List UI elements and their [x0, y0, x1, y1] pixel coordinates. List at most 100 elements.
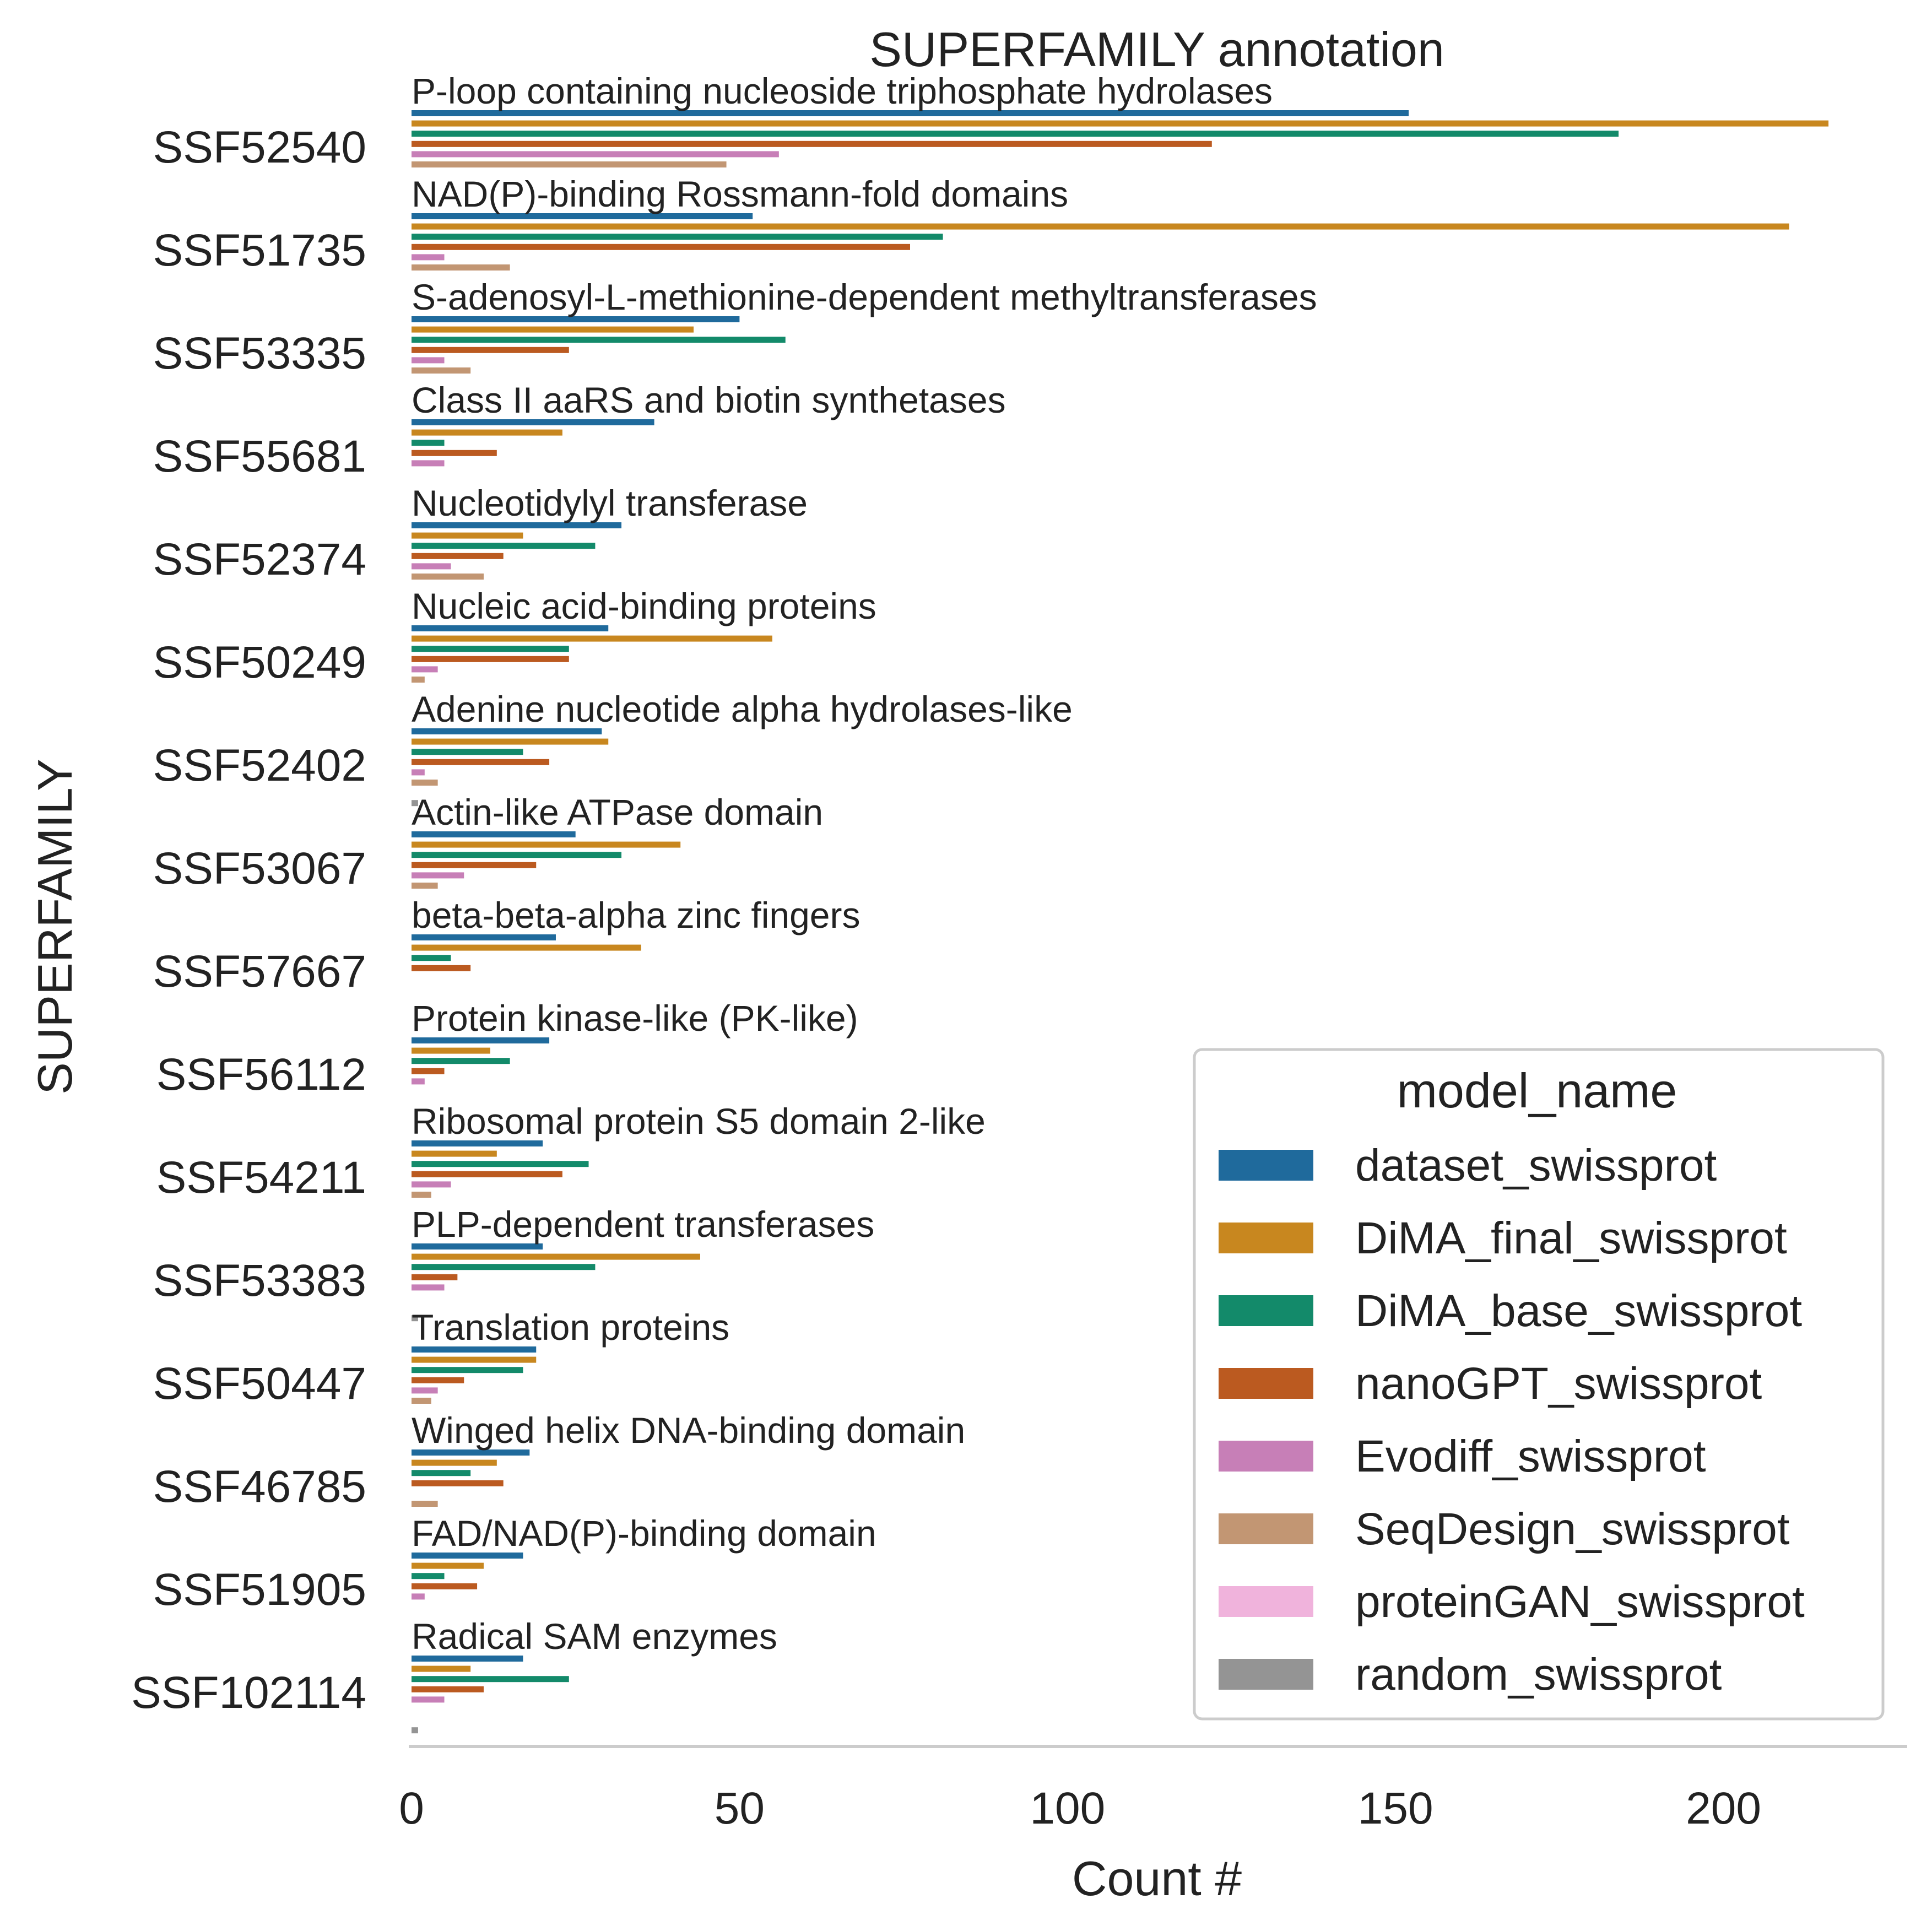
y-tick-label: SSF53335	[153, 328, 367, 378]
bar-DiMA_final_swissprot-SSF51735	[412, 223, 1789, 230]
legend: model_name dataset_swissprot DiMA_final_s…	[1193, 1048, 1885, 1721]
bar-Evodiff_swissprot-SSF50249	[412, 666, 438, 673]
bar-DiMA_final_swissprot-SSF50447	[412, 1356, 537, 1363]
y-tick-label: SSF53383	[153, 1256, 367, 1306]
annotation-label: Protein kinase-like (PK-like)	[412, 998, 858, 1038]
bar-DiMA_base_swissprot-SSF53335	[412, 337, 786, 343]
bar-dataset_swissprot-SSF54211	[412, 1140, 543, 1146]
legend-swatch-DiMA_final_swissprot	[1219, 1223, 1313, 1253]
bar-Evodiff_swissprot-SSF56112	[412, 1078, 425, 1085]
y-tick-label: SSF52540	[153, 122, 367, 172]
annotation-label: Class II aaRS and biotin synthetases	[412, 380, 1006, 420]
bar-dataset_swissprot-SSF53383	[412, 1243, 543, 1250]
bar-SeqDesign_swissprot-SSF52402	[412, 780, 438, 786]
bar-dataset_swissprot-SSF53067	[412, 831, 576, 837]
bar-nanoGPT_swissprot-SSF52540	[412, 140, 1212, 147]
bars-group	[412, 110, 1829, 1734]
annotation-label: PLP-dependent transferases	[412, 1204, 874, 1245]
legend-label: dataset_swissprot	[1355, 1140, 1717, 1191]
chart-title: SUPERFAMILY annotation	[869, 22, 1444, 77]
bar-DiMA_base_swissprot-SSF53383	[412, 1264, 596, 1270]
legend-label: nanoGPT_swissprot	[1355, 1359, 1762, 1409]
bar-nanoGPT_swissprot-SSF55681	[412, 450, 497, 456]
y-tick-label: SSF51905	[153, 1565, 367, 1615]
bar-Evodiff_swissprot-SSF53335	[412, 357, 445, 364]
bar-nanoGPT_swissprot-SSF52374	[412, 553, 504, 559]
bar-Evodiff_swissprot-SSF54211	[412, 1181, 451, 1188]
bar-SeqDesign_swissprot-SSF54211	[412, 1192, 431, 1198]
bar-dataset_swissprot-SSF53335	[412, 316, 740, 322]
bar-Evodiff_swissprot-SSF52374	[412, 563, 451, 570]
bar-DiMA_base_swissprot-SSF52374	[412, 543, 596, 549]
bar-SeqDesign_swissprot-SSF50447	[412, 1398, 431, 1404]
y-tick-label: SSF46785	[153, 1462, 367, 1512]
y-axis-label: SUPERFAMILY	[28, 759, 82, 1095]
annotation-label: Winged helix DNA-binding domain	[412, 1410, 965, 1451]
bar-DiMA_base_swissprot-SSF52402	[412, 749, 523, 755]
bar-DiMA_final_swissprot-SSF53383	[412, 1253, 700, 1260]
annotation-label: beta-beta-alpha zinc fingers	[412, 895, 861, 935]
legend-label: DiMA_final_swissprot	[1355, 1213, 1787, 1263]
y-tick-label: SSF57667	[153, 946, 367, 997]
bar-nanoGPT_swissprot-SSF53383	[412, 1274, 458, 1280]
bar-nanoGPT_swissprot-SSF46785	[412, 1480, 504, 1486]
x-tick-label: 0	[399, 1783, 424, 1833]
bar-nanoGPT_swissprot-SSF53335	[412, 347, 569, 353]
bar-dataset_swissprot-SSF50447	[412, 1346, 537, 1353]
annotation-label: Radical SAM enzymes	[412, 1616, 777, 1657]
legend-swatch-dataset_swissprot	[1219, 1150, 1313, 1181]
bar-random_swissprot-SSF52402	[412, 800, 418, 807]
bar-DiMA_final_swissprot-SSF54211	[412, 1150, 497, 1157]
bar-Evodiff_swissprot-SSF53067	[412, 872, 464, 879]
legend-swatch-random_swissprot	[1219, 1659, 1313, 1690]
bar-DiMA_final_swissprot-SSF53335	[412, 326, 694, 333]
bar-dataset_swissprot-SSF102114	[412, 1656, 523, 1662]
bar-SeqDesign_swissprot-SSF52374	[412, 574, 484, 580]
bar-DiMA_base_swissprot-SSF53067	[412, 852, 622, 858]
bar-DiMA_final_swissprot-SSF52402	[412, 738, 609, 745]
bar-random_swissprot-SSF53383	[412, 1315, 418, 1322]
legend-swatch-nanoGPT_swissprot	[1219, 1368, 1313, 1399]
y-tick-label: SSF52374	[153, 534, 367, 585]
bar-DiMA_final_swissprot-SSF57667	[412, 944, 641, 951]
bar-nanoGPT_swissprot-SSF53067	[412, 862, 537, 868]
legend-frame	[1193, 1048, 1885, 1721]
annotation-label: Actin-like ATPase domain	[412, 792, 823, 832]
legend-swatch-DiMA_base_swissprot	[1219, 1295, 1313, 1326]
x-tick-label: 100	[1030, 1783, 1105, 1833]
bar-DiMA_final_swissprot-SSF55681	[412, 429, 562, 436]
annotation-label: P-loop containing nucleoside triphosphat…	[412, 71, 1273, 111]
bar-dataset_swissprot-SSF46785	[412, 1449, 530, 1456]
bar-SeqDesign_swissprot-SSF53335	[412, 367, 471, 374]
annotation-label: Nucleotidylyl transferase	[412, 483, 808, 523]
bar-SeqDesign_swissprot-SSF46785	[412, 1501, 438, 1507]
bar-Evodiff_swissprot-SSF51735	[412, 254, 445, 261]
y-tick-label: SSF56112	[156, 1050, 366, 1100]
bar-random_swissprot-SSF102114	[412, 1727, 418, 1734]
bar-nanoGPT_swissprot-SSF56112	[412, 1068, 445, 1074]
legend-swatch-proteinGAN_swissprot	[1219, 1586, 1313, 1617]
legend-title: model_name	[1397, 1063, 1677, 1118]
y-tick-label: SSF54211	[156, 1153, 366, 1203]
bar-DiMA_final_swissprot-SSF53067	[412, 841, 681, 848]
bar-Evodiff_swissprot-SSF52402	[412, 769, 425, 776]
bar-dataset_swissprot-SSF56112	[412, 1037, 550, 1043]
y-tick-label: SSF51735	[153, 225, 367, 275]
bar-nanoGPT_swissprot-SSF102114	[412, 1686, 484, 1692]
bar-dataset_swissprot-SSF52402	[412, 728, 602, 734]
legend-label: SeqDesign_swissprot	[1355, 1504, 1790, 1554]
bar-Evodiff_swissprot-SSF52540	[412, 151, 779, 158]
bar-dataset_swissprot-SSF51905	[412, 1553, 523, 1559]
annotation-label: S-adenosyl-L-methionine-dependent methyl…	[412, 277, 1317, 317]
y-tick-label: SSF50249	[153, 637, 367, 688]
bar-DiMA_final_swissprot-SSF52374	[412, 532, 523, 539]
bar-DiMA_base_swissprot-SSF50447	[412, 1367, 523, 1373]
legend-label: proteinGAN_swissprot	[1355, 1577, 1805, 1627]
legend-label: DiMA_base_swissprot	[1355, 1286, 1802, 1336]
bar-dataset_swissprot-SSF50249	[412, 625, 609, 631]
bar-nanoGPT_swissprot-SSF50447	[412, 1377, 464, 1383]
bar-Evodiff_swissprot-SSF50447	[412, 1387, 438, 1394]
bar-DiMA_final_swissprot-SSF102114	[412, 1665, 471, 1672]
bar-nanoGPT_swissprot-SSF51905	[412, 1583, 478, 1589]
annotation-label: Adenine nucleotide alpha hydrolases-like	[412, 689, 1073, 729]
